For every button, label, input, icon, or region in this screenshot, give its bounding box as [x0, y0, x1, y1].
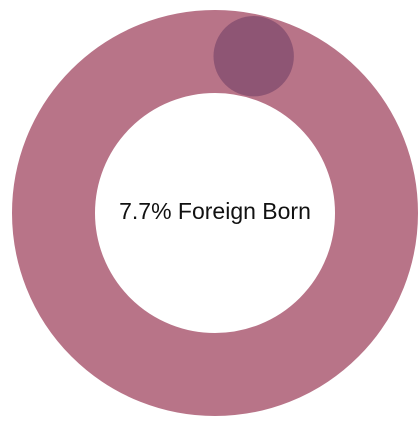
center-label: 7.7% Foreign Born [119, 198, 311, 224]
marks [12, 10, 418, 416]
value-dot [213, 16, 294, 97]
